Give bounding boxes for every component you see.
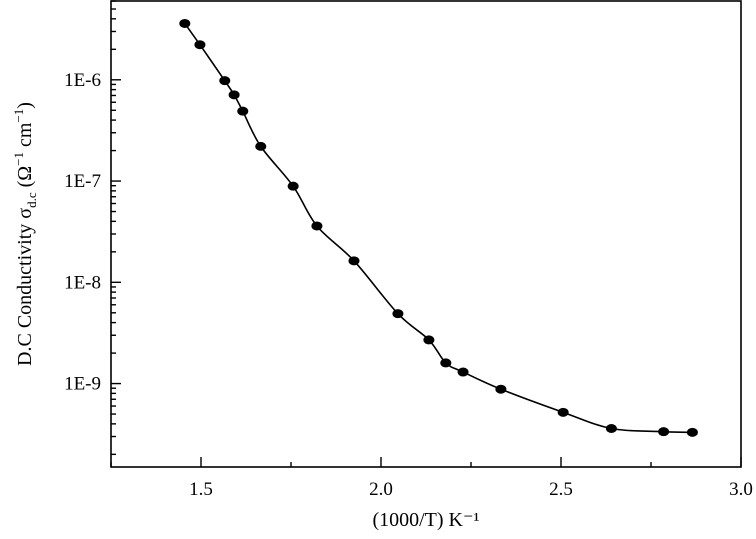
data-point: [194, 40, 206, 50]
data-point: [440, 358, 452, 368]
x-tick-label: 3.0: [729, 479, 753, 500]
data-point: [219, 76, 231, 86]
data-point: [228, 90, 240, 100]
data-point: [237, 106, 249, 116]
data-point: [255, 141, 267, 151]
data-point: [605, 424, 617, 434]
data-point: [311, 221, 323, 231]
y-tick-label: 1E-9: [64, 374, 101, 395]
data-point: [457, 367, 469, 377]
x-tick-label: 2.0: [369, 479, 393, 500]
data-point: [557, 407, 569, 417]
x-axis-ticks: 1.5 2.0 2.5 3.0: [110, 457, 753, 500]
data-point: [392, 309, 404, 319]
y-tick-label: 1E-7: [64, 171, 101, 192]
series-curve: [184, 23, 693, 434]
x-axis-title: (1000/T) K⁻¹: [372, 509, 479, 531]
x-tick-label: 2.5: [549, 479, 573, 500]
data-point: [348, 256, 360, 266]
data-point: [179, 18, 191, 28]
data-point: [287, 181, 299, 191]
data-points: [179, 18, 698, 437]
data-point: [686, 427, 698, 437]
y-tick-label: 1E-6: [64, 70, 101, 91]
y-tick-label: 1E-8: [64, 272, 101, 293]
y-axis-title: D.C Conductivity σd.c (Ω−1 cm−1): [11, 102, 39, 366]
data-point: [423, 335, 435, 345]
y-axis-ticks: 1E-9 1E-8 1E-7 1E-6: [64, 0, 121, 456]
plot-frame: [110, 0, 742, 468]
data-point: [495, 384, 507, 394]
data-point: [658, 427, 670, 437]
x-tick-label: 1.5: [189, 479, 213, 500]
